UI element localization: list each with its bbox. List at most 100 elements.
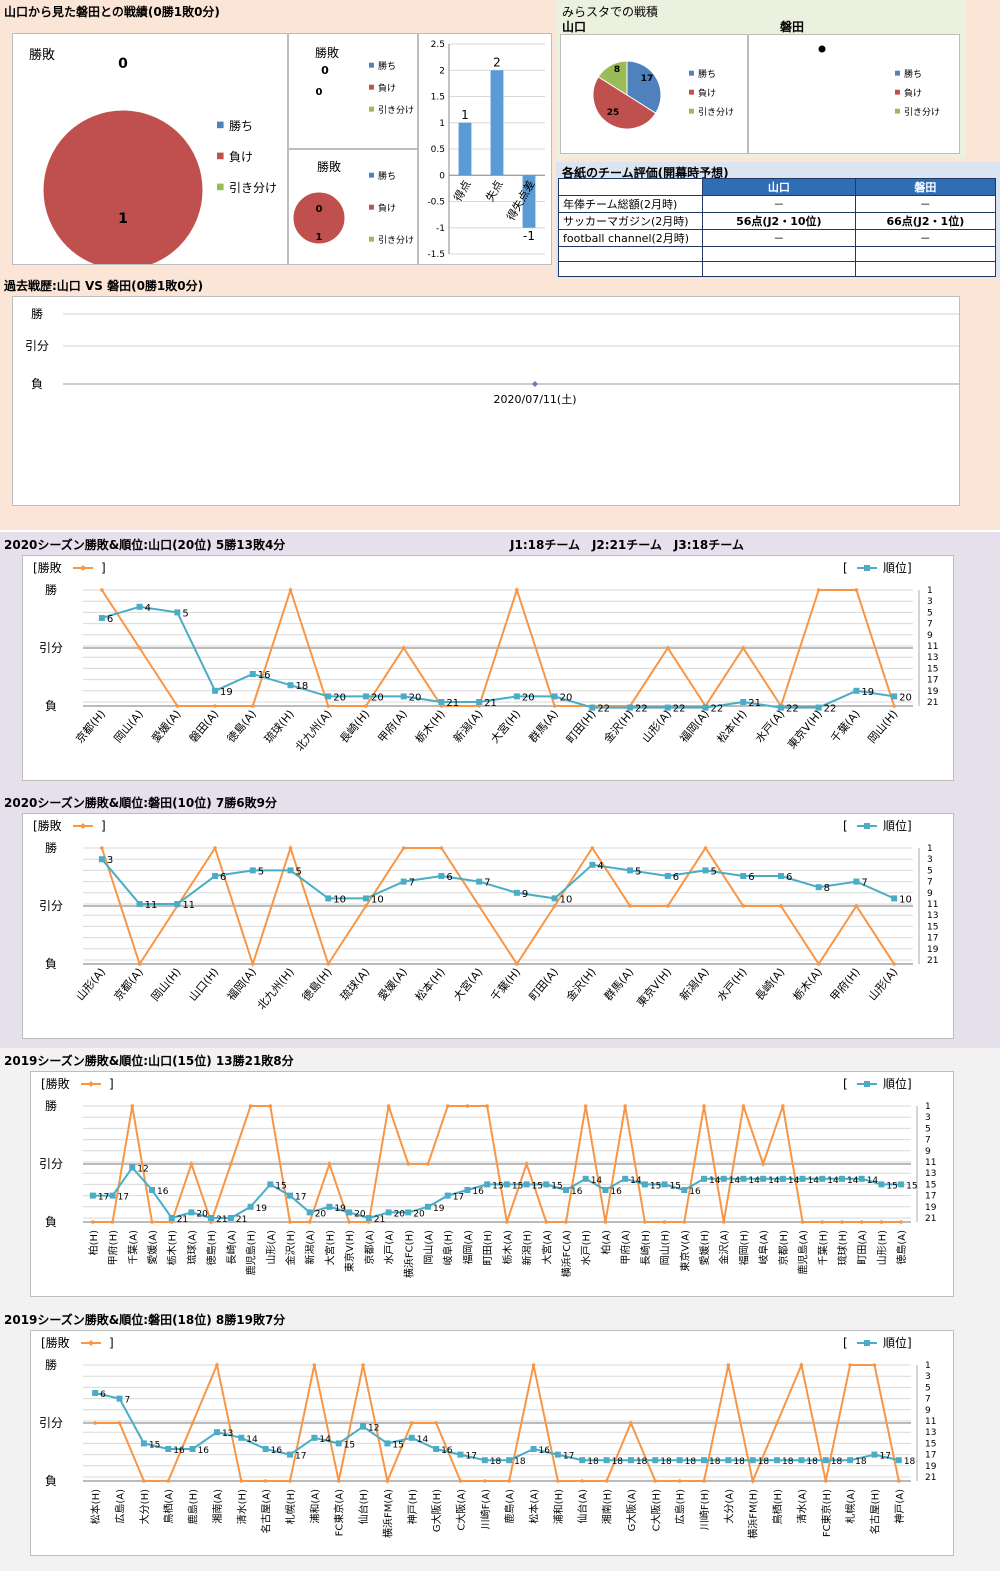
category-label: 水戸(A): [384, 1230, 396, 1265]
category-label: 徳島(A): [895, 1230, 908, 1265]
rank-data-label: 14: [748, 1176, 760, 1186]
eval-cell: －: [702, 195, 856, 213]
result-point: [250, 704, 255, 708]
category-label: 福岡(A): [461, 1230, 474, 1265]
category-label: 松本(H): [89, 1489, 102, 1524]
result-point: [336, 1479, 341, 1483]
eval-header-cell: 山口: [702, 178, 856, 196]
pie-data-label: 8: [614, 65, 620, 75]
result-point: [458, 1479, 463, 1483]
result-point: [100, 846, 104, 850]
result-point: [439, 846, 444, 850]
legend-result-marker: [88, 1081, 94, 1087]
category-label: 水戸(H): [715, 966, 750, 1004]
rank-point: [760, 1175, 767, 1182]
rank-point: [476, 878, 483, 885]
rank-point: [622, 1175, 629, 1182]
rank-data-label: 19: [256, 1204, 268, 1214]
legend-rank-marker: [864, 1081, 870, 1087]
result-point: [175, 704, 180, 708]
result-point: [515, 588, 519, 592]
result-point: [741, 646, 746, 650]
rank-point: [438, 873, 445, 879]
rank-point: [774, 1457, 781, 1464]
rank-data-label: 22: [824, 704, 837, 715]
category-label: 徳島(H): [299, 965, 335, 1004]
rank-point: [627, 867, 634, 874]
rank-tick-label: 3: [927, 597, 933, 607]
rank-data-label: 3: [107, 855, 113, 866]
category-label: 水戸(A): [753, 708, 787, 746]
category-label: 京都(H): [777, 1230, 790, 1265]
category-label: 湘南(A): [211, 1489, 224, 1524]
rank-tick-label: 7: [925, 1395, 931, 1405]
rank-data-label: 18: [514, 1457, 526, 1467]
category-label: 町田(H): [564, 708, 599, 746]
result-point: [823, 1479, 828, 1483]
category-label: 大宮(A): [540, 1230, 553, 1265]
category-label: 大分(A): [722, 1489, 735, 1524]
rank-point: [853, 878, 860, 885]
category-label: 岡山(H): [865, 708, 900, 746]
result-point: [854, 904, 859, 908]
category-label: 岡山(H): [660, 1230, 672, 1265]
category-label: 浦和(A): [308, 1489, 321, 1524]
rank-data-label: 12: [137, 1165, 148, 1175]
rank-tick-label: 9: [927, 631, 933, 641]
legend-label: 勝ち: [229, 118, 253, 133]
rank-point: [853, 687, 860, 694]
category-label: 山口(H): [186, 966, 221, 1004]
rank-data-label: 20: [315, 1209, 327, 1219]
eval-cell: [558, 261, 703, 277]
legend-rank-label: 順位]: [883, 1076, 912, 1091]
rank-point: [212, 873, 219, 879]
result-point: [507, 1479, 511, 1483]
rank-point: [898, 1181, 905, 1188]
legend-swatch: [895, 108, 900, 114]
rank-data-label: 7: [484, 878, 490, 889]
category-label: 清水(A): [795, 1489, 808, 1524]
result-point: [897, 1479, 901, 1483]
bar-data-label: -1: [523, 229, 535, 243]
category-label: 京都(A): [363, 1230, 376, 1265]
result-series-line: [101, 586, 896, 709]
category-label: 横浜FC(A): [560, 1230, 573, 1277]
bar-ytick-label: 2: [439, 66, 445, 76]
result-point: [312, 1363, 317, 1367]
stadium-pie-panel-left: 17 25 8 勝ち 負け 引き分け: [560, 34, 748, 154]
bar-2: [522, 175, 536, 228]
rank-tick-label: 5: [927, 866, 933, 876]
category-label: 川崎F(H): [698, 1489, 711, 1530]
h2h-title: 山口から見た磐田との戦績(0勝1敗0分): [4, 5, 220, 19]
rank-data-label: 16: [472, 1187, 484, 1197]
result-axis-label: 勝: [45, 1098, 57, 1113]
rank-point: [129, 1164, 136, 1171]
rank-data-label: 19: [433, 1204, 445, 1214]
rank-point: [664, 704, 671, 711]
h2h-small-bottom-title: 勝敗: [317, 160, 342, 174]
category-label: 千葉(H): [487, 965, 523, 1004]
legend-result-marker: [88, 1340, 94, 1346]
rank-data-label: 18: [296, 681, 309, 692]
result-point: [544, 1220, 549, 1224]
s2020-yamaguchi-panel: 1 3 5 7 9 11 13 15 17 19 21 勝引分負 [勝敗][順位] 6 4 5 19 16 18 20…: [22, 555, 954, 781]
category-label: 東京V(A): [678, 1230, 691, 1272]
category-label: 福岡(A): [224, 965, 259, 1003]
rank-data-label: 5: [258, 866, 264, 877]
result-point: [288, 1479, 292, 1483]
h2h-pie-panel: 勝敗 0 1 勝ち 負け 引き分け: [12, 33, 288, 265]
eval-table: 山口 磐田 年俸チーム総額(2月時) －－サッカーマガジン(2月時) 56点(J2・10…: [558, 178, 997, 277]
category-label: 千葉(H): [816, 1230, 829, 1265]
rank-point: [720, 1175, 727, 1182]
result-point: [386, 1104, 391, 1108]
result-point: [556, 1479, 560, 1483]
rank-point: [174, 609, 181, 616]
result-point: [166, 1479, 171, 1483]
rank-series-line: [101, 605, 895, 709]
legend-rank-label: 順位]: [883, 1335, 912, 1350]
rank-point: [189, 1446, 196, 1452]
result-point: [215, 1363, 219, 1367]
category-label: 琉球(H): [836, 1230, 849, 1265]
